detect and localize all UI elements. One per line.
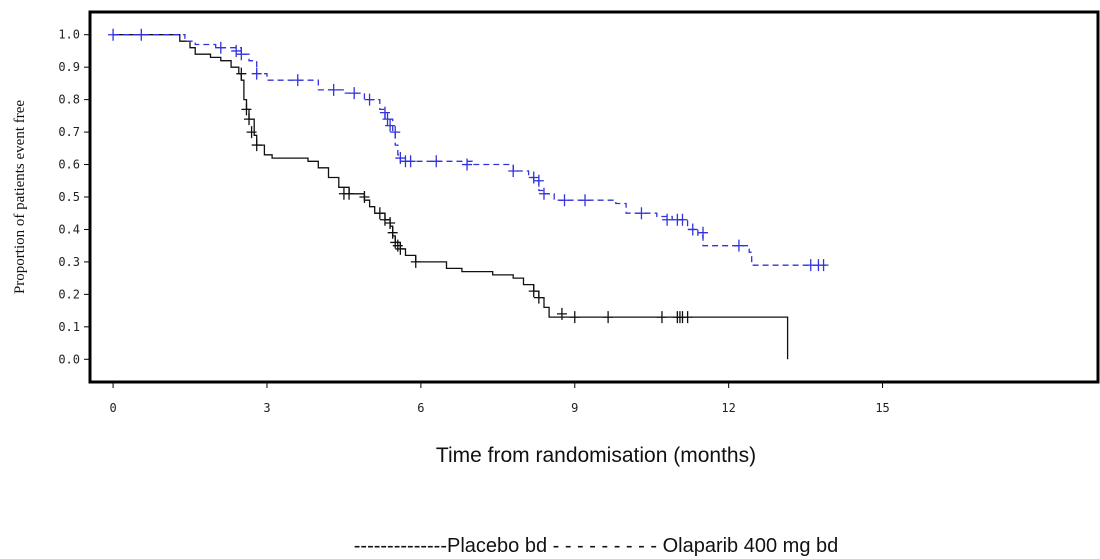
y-tick-label: 0.9 <box>58 60 80 74</box>
censor-mark <box>392 239 403 252</box>
x-axis-label: Time from randomisation (months) <box>436 444 756 467</box>
series-line-placebo <box>113 34 789 360</box>
censor-mark <box>395 152 406 165</box>
legend-text: --------------Placebo bd - - - - - - - -… <box>354 535 839 557</box>
x-tick-label: 0 <box>109 401 116 415</box>
censor-mark <box>533 291 544 304</box>
censor-mark <box>405 155 416 168</box>
censor-mark <box>382 113 393 126</box>
censor-mark <box>292 74 303 87</box>
censor-mark <box>533 174 544 187</box>
censor-mark <box>682 311 693 324</box>
censor-mark <box>636 207 647 220</box>
y-tick-label: 0.1 <box>58 320 80 334</box>
censor-mark <box>374 207 385 220</box>
censor-mark <box>364 93 375 106</box>
censor-mark <box>387 226 398 239</box>
x-tick-label: 9 <box>571 401 578 415</box>
censor-mark <box>559 194 570 207</box>
y-tick-label: 0.2 <box>58 287 80 301</box>
censor-mark <box>344 187 355 200</box>
censor-mark <box>431 155 442 168</box>
censor-mark <box>236 67 247 80</box>
y-tick-label: 0.5 <box>58 190 80 204</box>
censor-mark <box>359 191 370 203</box>
censor-mark <box>390 236 401 249</box>
censor-mark <box>528 285 539 298</box>
x-axis-ticks: 0 3 6 9 12 15 <box>109 382 890 415</box>
y-tick-label: 0.7 <box>58 125 80 139</box>
censor-mark <box>244 113 255 126</box>
x-tick-label: 6 <box>417 401 424 415</box>
censor-mark <box>528 171 539 184</box>
plot-frame <box>88 10 1100 384</box>
censor-mark <box>241 103 252 116</box>
series-layer <box>108 28 829 360</box>
y-tick-label: 1.0 <box>58 28 80 42</box>
y-tick-label: 0.8 <box>58 93 80 107</box>
censor-mark <box>818 259 829 272</box>
censor-mark <box>246 126 257 139</box>
censor-mark <box>385 119 396 132</box>
censor-mark <box>349 87 360 100</box>
censor-mark <box>410 255 421 268</box>
x-tick-label: 15 <box>875 401 889 415</box>
censor-mark <box>236 48 247 61</box>
censor-mark <box>677 213 688 226</box>
censor-mark <box>251 67 262 80</box>
censor-mark <box>215 41 226 54</box>
y-axis-label: Proportion of patients event free <box>12 100 28 294</box>
censor-mark <box>379 106 390 119</box>
series-line-olaparib <box>113 34 827 266</box>
y-tick-label: 0.6 <box>58 158 80 172</box>
censor-mark <box>231 44 242 57</box>
censor-mark <box>136 28 147 41</box>
censor-mark <box>395 242 406 255</box>
censor-mark <box>379 213 390 226</box>
censor-mark <box>656 311 667 324</box>
censor-mark <box>462 158 473 171</box>
censor-mark <box>538 187 549 200</box>
censor-mark <box>108 28 119 41</box>
y-tick-label: 0.3 <box>58 255 80 269</box>
censor-mark <box>251 139 262 152</box>
censor-mark <box>662 213 673 226</box>
y-axis-ticks: 0.0 0.1 0.2 0.3 0.4 0.5 0.6 0.7 0.8 0.9 1.0 <box>58 28 90 366</box>
censor-mark <box>733 239 744 252</box>
censor-mark <box>328 83 339 96</box>
censor-mark <box>390 126 401 139</box>
x-tick-label: 12 <box>721 401 735 415</box>
y-tick-label: 0.0 <box>58 352 80 366</box>
censor-mark <box>569 311 580 324</box>
censor-mark <box>508 165 519 178</box>
censor-mark <box>603 311 614 324</box>
censor-mark <box>580 194 591 207</box>
x-tick-label: 3 <box>263 401 270 415</box>
censor-mark <box>385 216 396 229</box>
censor-mark <box>556 307 567 320</box>
y-tick-label: 0.4 <box>58 222 80 236</box>
censor-mark <box>698 226 709 239</box>
censor-mark <box>687 223 698 236</box>
